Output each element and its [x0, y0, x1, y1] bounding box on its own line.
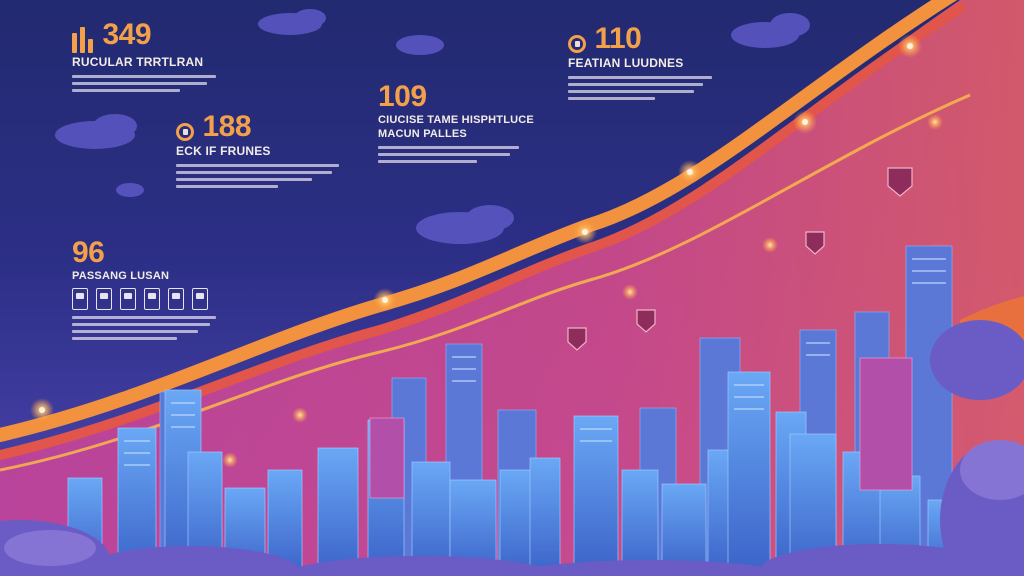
sky-clouds	[55, 9, 954, 257]
trend-band-orange	[0, 0, 958, 442]
ground-clouds-light	[4, 440, 1024, 566]
stat-block-1: 349 RUCULAR TRRTLRAN	[72, 20, 222, 96]
stat-block-4: 110 FEATIAN LUUDNES	[568, 24, 718, 104]
stat-label-1: RUCULAR TRRTLRAN	[72, 54, 204, 69]
shield-badge-icon	[567, 327, 587, 351]
stat-label-3: CIUCISE TAME HISPHTLUCE	[378, 114, 534, 126]
tower-icon	[96, 288, 112, 310]
office-icon	[192, 288, 208, 310]
person-badge-icon	[568, 34, 586, 53]
stat-description-3	[378, 146, 528, 163]
stat-value-2: 188	[202, 110, 252, 143]
stat-description-4	[568, 76, 718, 100]
stat-block-5: 96 PASSANG LUSAN	[72, 238, 222, 344]
stat-value-1: 349	[102, 18, 152, 51]
bar-chart-icon	[72, 26, 94, 53]
skyscraper-icon	[144, 288, 160, 310]
stat-label-2: ECK IF FRUNES	[176, 144, 271, 158]
stat-block-2: 188 ECK IF FRUNES	[176, 112, 346, 192]
office-icon	[120, 288, 136, 310]
stat-value-3: 109	[378, 80, 427, 113]
trend-markers	[30, 34, 943, 468]
buildings-accent	[369, 357, 913, 499]
building-windows	[124, 258, 946, 466]
stat-sublabel-3: MACUN PALLES	[378, 128, 467, 140]
stat-label-5: PASSANG LUSAN	[72, 270, 170, 282]
stat-value-5: 96	[72, 236, 105, 269]
skyscraper-icon	[72, 288, 88, 310]
shield-badges	[567, 167, 913, 351]
stat-label-4: FEATIAN LUUDNES	[568, 56, 684, 70]
person-badge-icon	[176, 122, 194, 141]
stat-block-3: 109 CIUCISE TAME HISPHTLUCE MACUN PALLES	[378, 80, 534, 167]
stat-description-5	[72, 316, 222, 340]
stat-description-1	[72, 74, 222, 92]
stat-description-2	[176, 164, 346, 188]
shield-badge-icon	[805, 231, 825, 255]
shield-badge-icon	[887, 167, 913, 197]
stat-value-4: 110	[594, 22, 642, 55]
shield-badge-icon	[636, 309, 656, 333]
tower-icon	[168, 288, 184, 310]
building-pictograms	[72, 288, 222, 310]
